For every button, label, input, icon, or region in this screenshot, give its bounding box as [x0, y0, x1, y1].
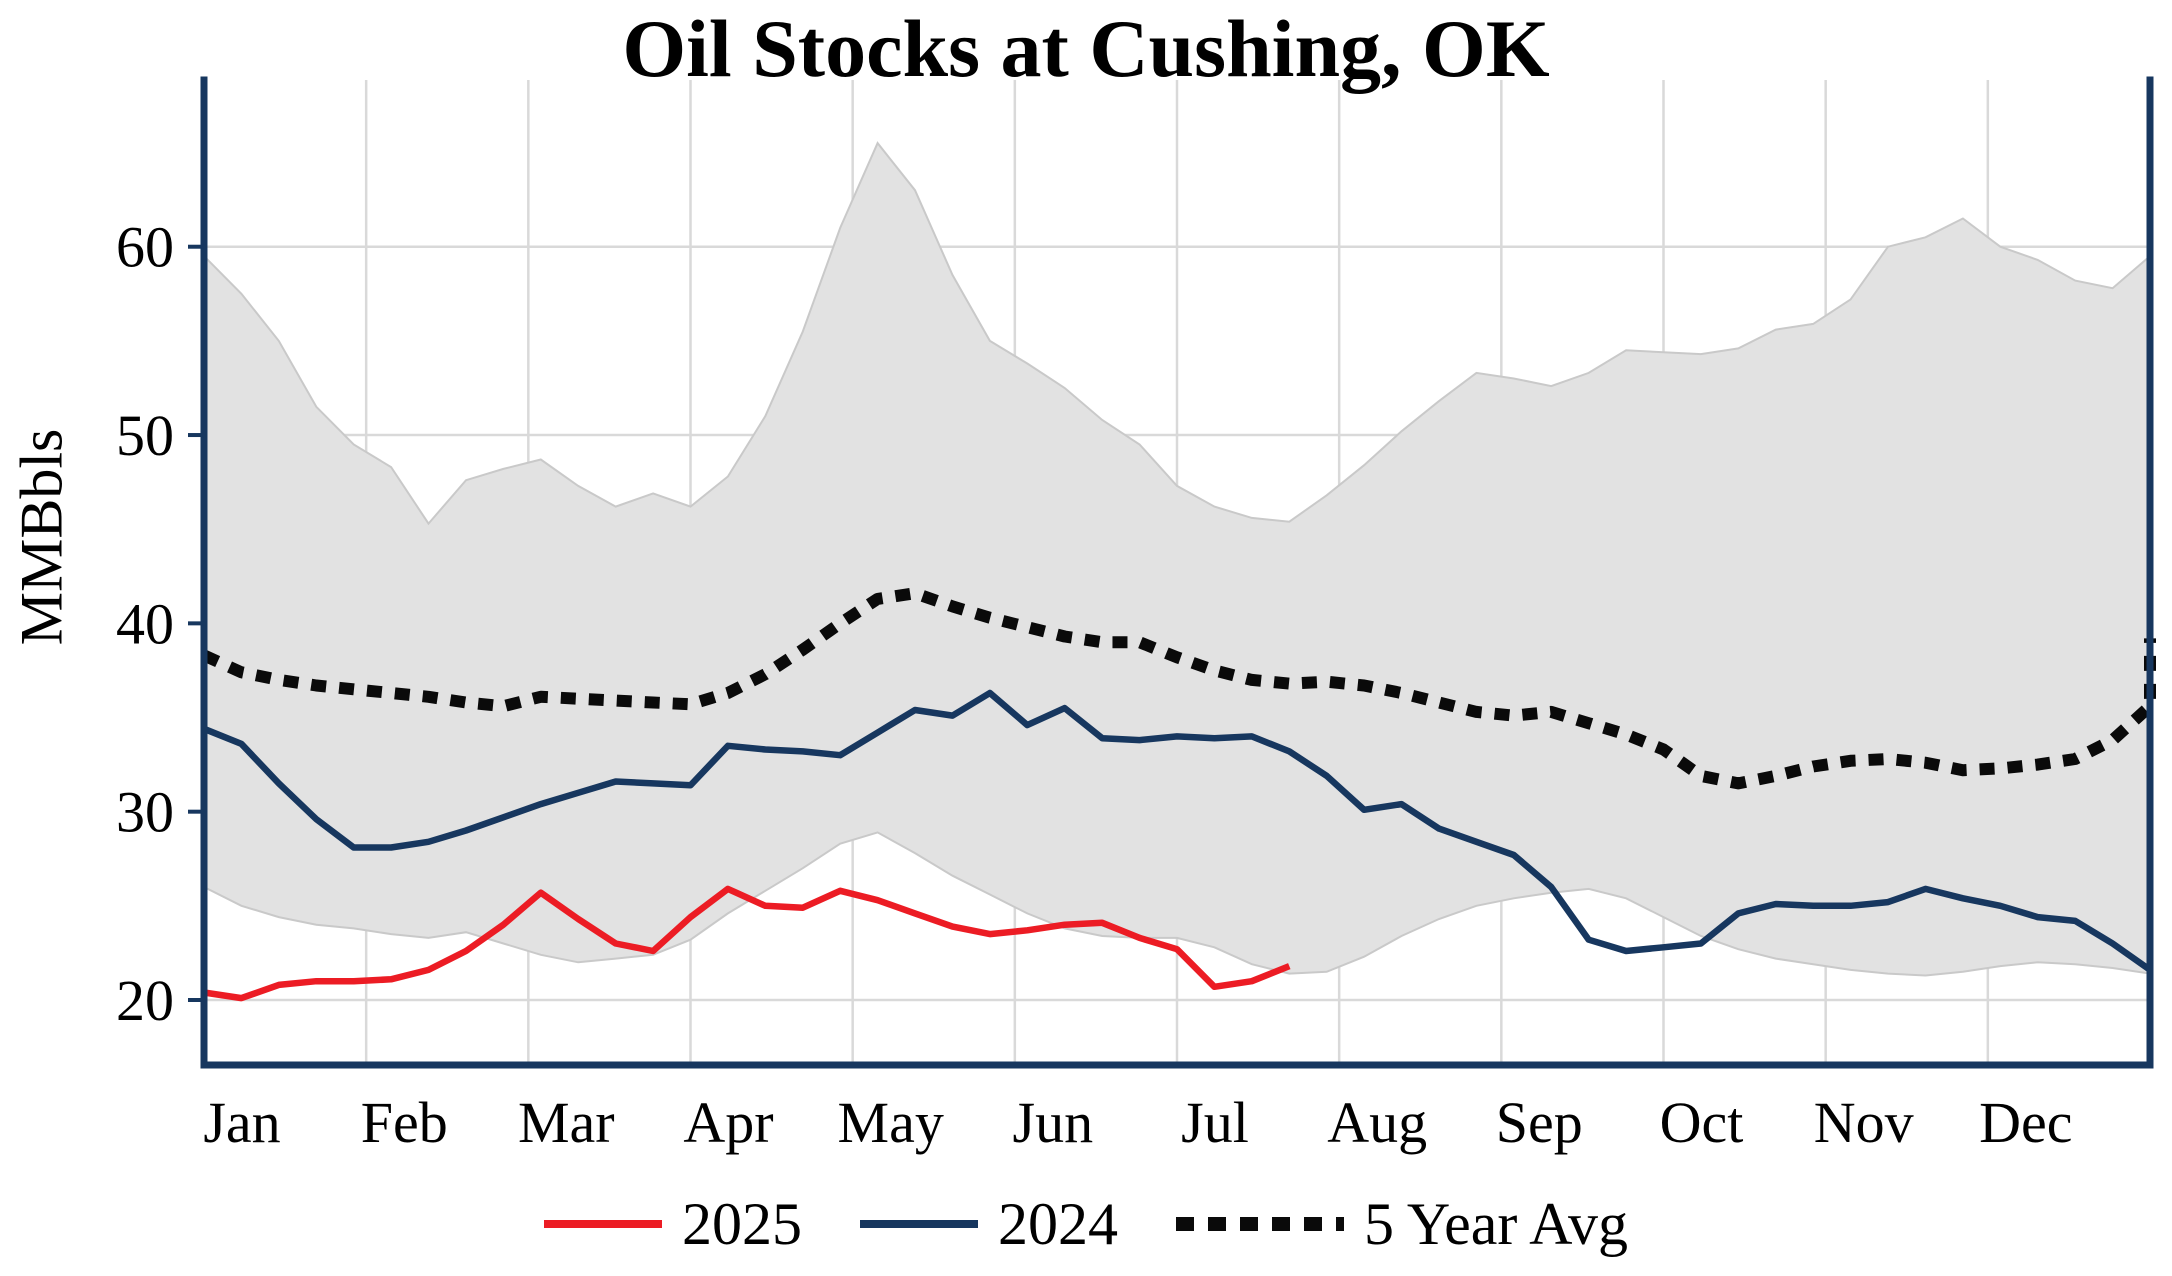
y-tick-label: 40 [116, 591, 174, 656]
y-tick-label: 60 [116, 215, 174, 280]
x-tick-label: Aug [1327, 1090, 1427, 1155]
x-tick-label: Jun [1013, 1090, 1094, 1155]
data-series [201, 587, 2156, 1002]
x-tick-label: Jan [203, 1090, 280, 1155]
legend-dotted-sample-5yr-avg [1176, 1217, 1345, 1231]
y-tick-label: 30 [116, 780, 174, 845]
legend-label-5yr-avg: 5 Year Avg [1364, 1190, 1628, 1257]
legend-item-2025: 2025 [544, 1190, 802, 1259]
axis-frame [188, 76, 2154, 1069]
x-tick-label: Sep [1496, 1090, 1583, 1155]
y-tick-label: 20 [116, 968, 174, 1033]
axis-tick-labels: 20 30 40 50 60 Jan Feb Mar Apr May Jun Jul Aug Sep Oct… [116, 215, 2072, 1155]
legend-line-sample-2025 [544, 1220, 663, 1228]
x-tick-label: May [838, 1090, 944, 1155]
legend: 2025 2024 5 Year Avg [0, 1178, 2172, 1270]
legend-item-5yr-avg: 5 Year Avg [1176, 1190, 1628, 1259]
series-line-5-year-avg [201, 587, 2156, 790]
legend-label-2025: 2025 [682, 1190, 803, 1257]
series-line-2025 [203, 885, 1291, 1002]
legend-label-2024: 2024 [998, 1190, 1119, 1257]
x-tick-label: Feb [361, 1090, 448, 1155]
x-tick-label: Nov [1814, 1090, 1914, 1155]
x-tick-label: Apr [683, 1090, 773, 1155]
legend-line-sample-2024 [860, 1220, 979, 1228]
x-tick-label: Jul [1181, 1090, 1249, 1155]
x-tick-label: Oct [1660, 1090, 1744, 1155]
series-line-2024 [202, 689, 2152, 973]
legend-item-2024: 2024 [860, 1190, 1118, 1259]
x-tick-label: Mar [518, 1090, 615, 1155]
y-tick-label: 50 [116, 403, 174, 468]
x-tick-label: Dec [1979, 1090, 2072, 1155]
chart-title: Oil Stocks at Cushing, OK [622, 3, 1550, 94]
